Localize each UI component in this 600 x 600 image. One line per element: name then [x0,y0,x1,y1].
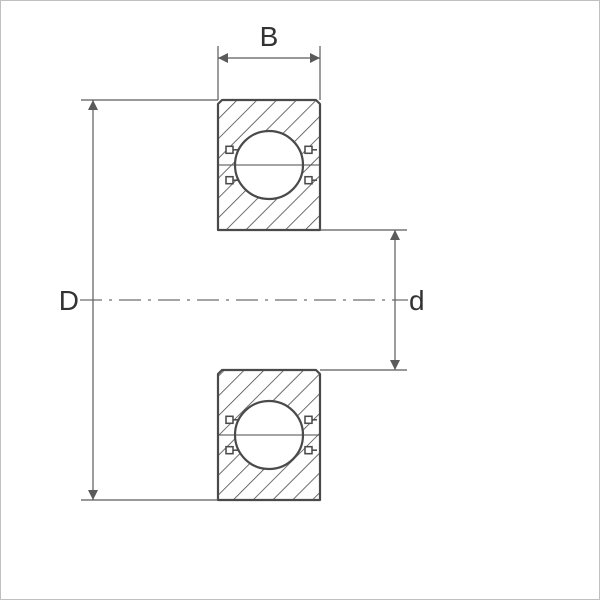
dim-label-D: D [59,285,79,316]
dim-label-d: d [409,285,425,316]
bearing-section-top [218,100,320,230]
bearing-section-bottom [218,370,320,500]
dim-label-B: B [260,21,279,52]
